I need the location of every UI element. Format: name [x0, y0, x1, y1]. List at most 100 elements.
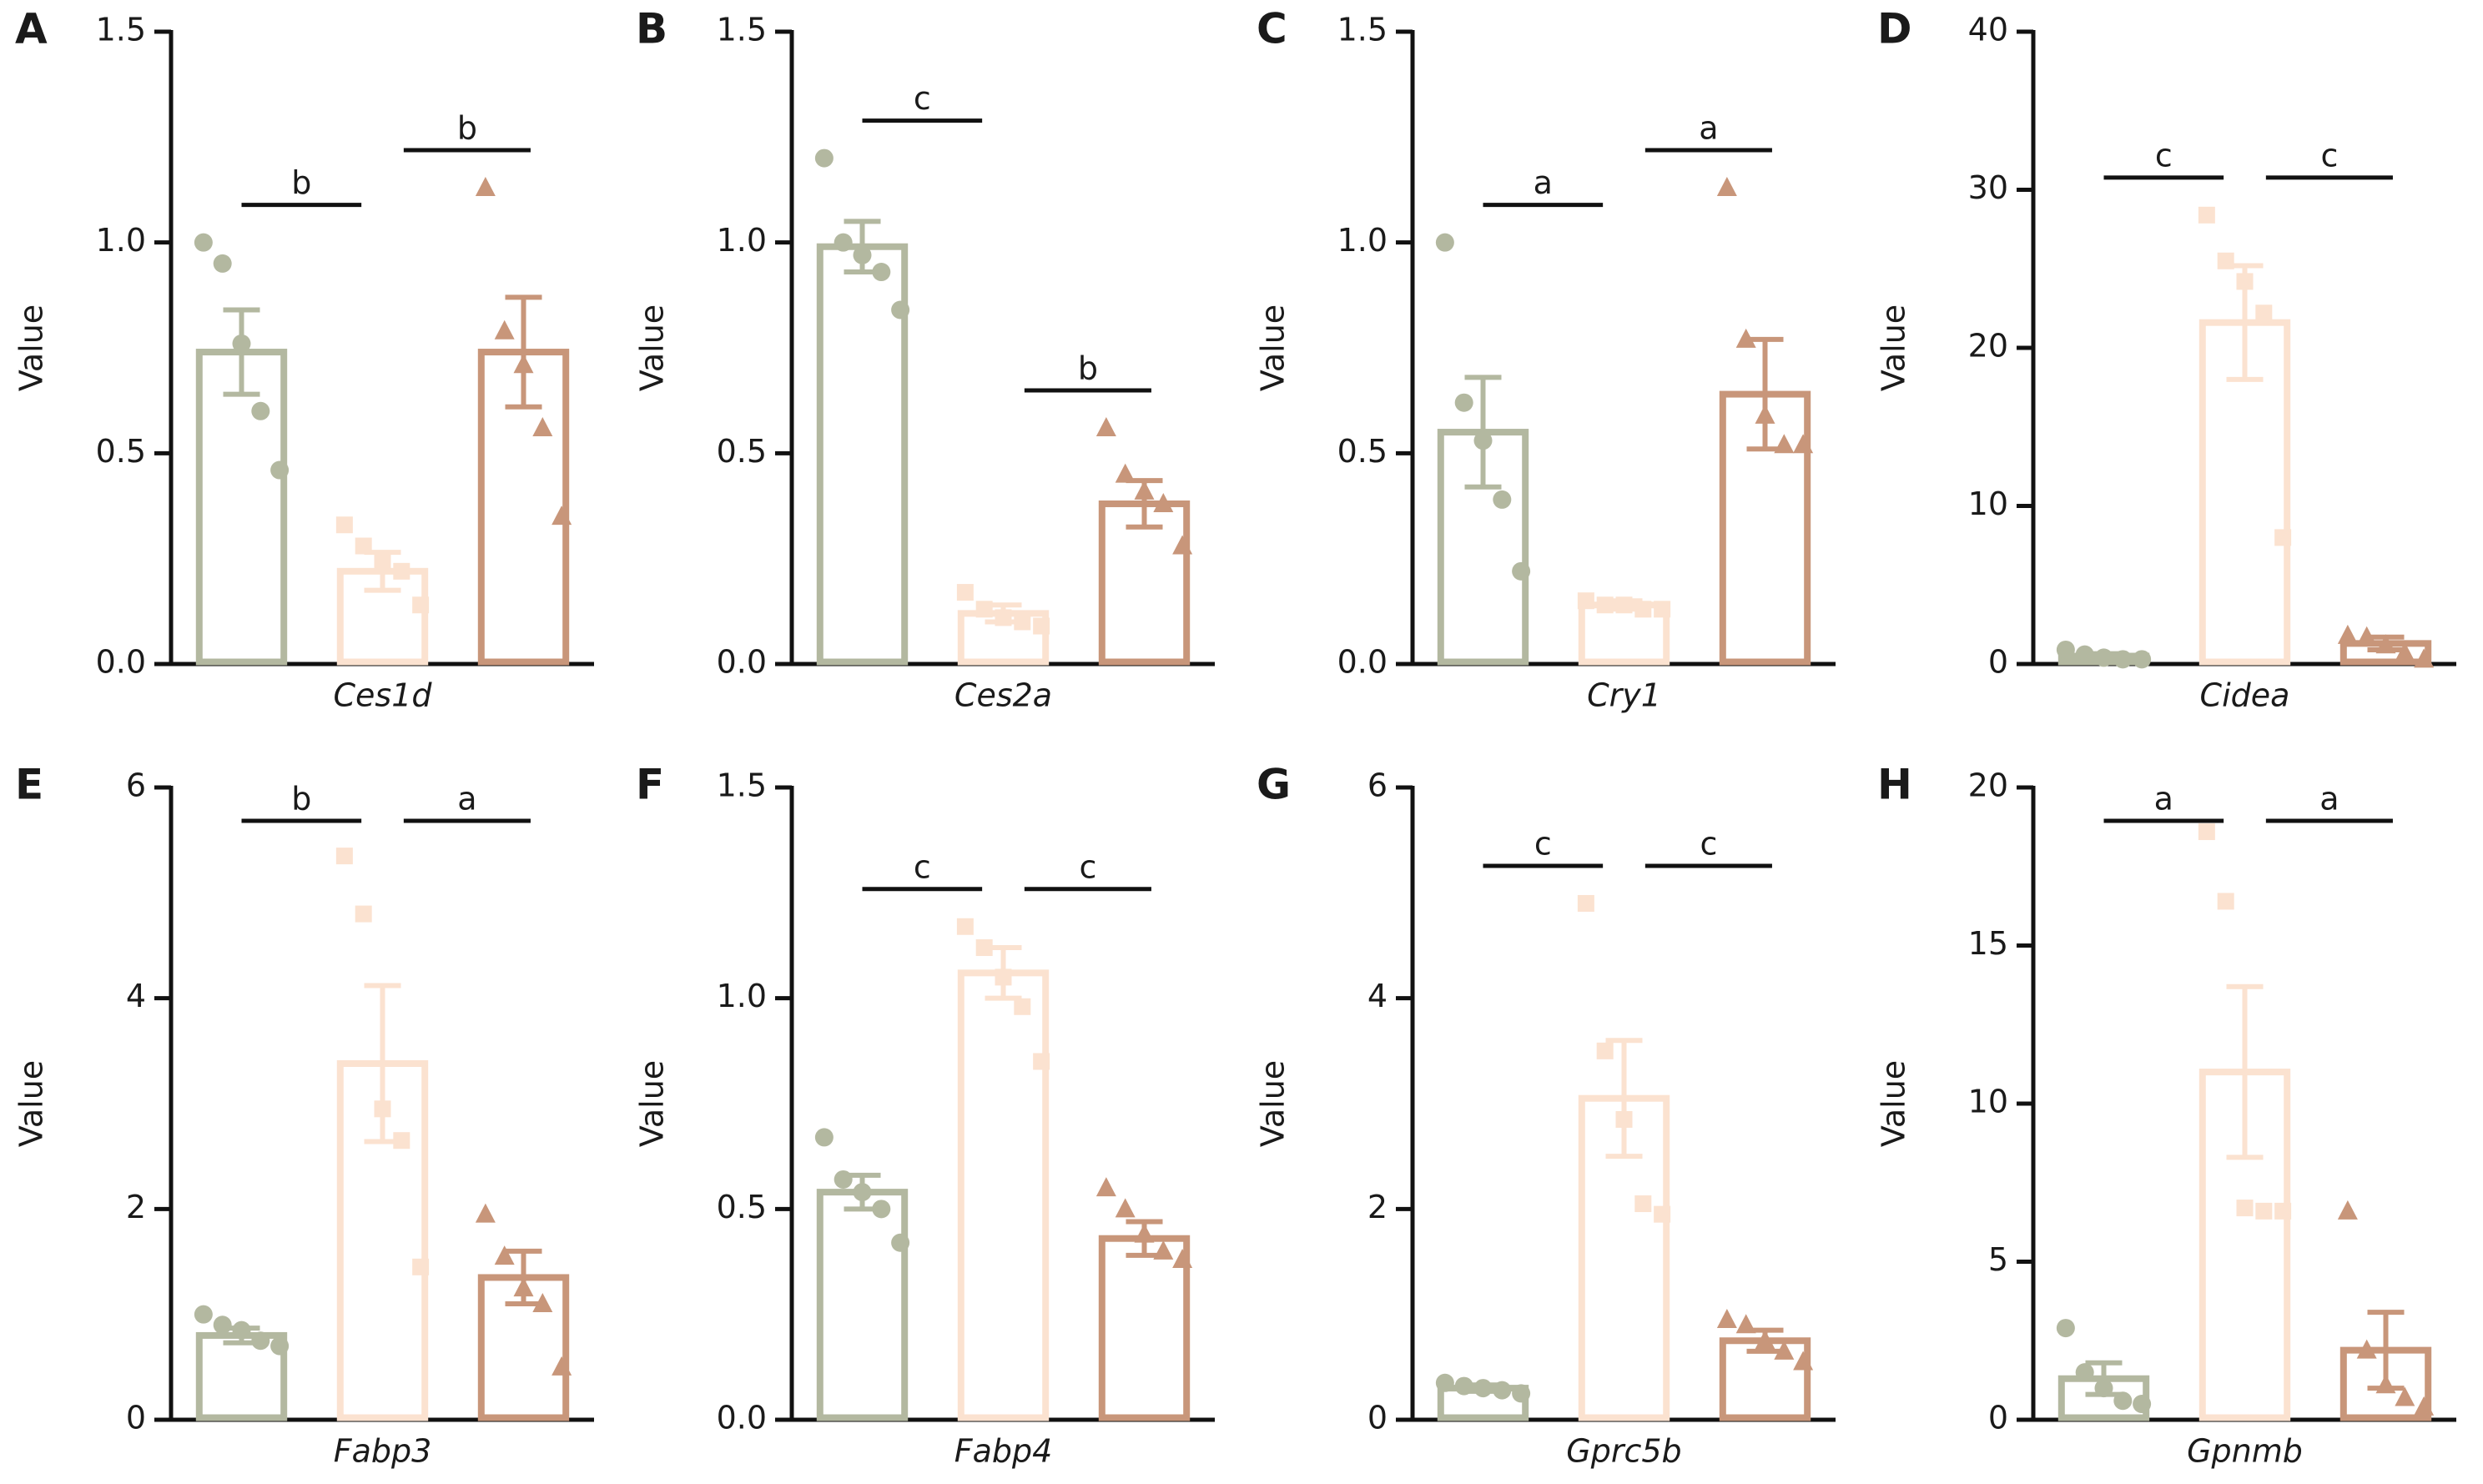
point	[1454, 1376, 1473, 1396]
point	[1774, 434, 1795, 454]
point	[1095, 417, 1116, 437]
significance-label: b	[457, 109, 477, 146]
y-tick-label: 6	[1367, 767, 1388, 804]
point	[2113, 650, 2133, 669]
point	[1596, 1042, 1614, 1059]
y-axis-label: Value	[1255, 1060, 1292, 1147]
point	[2414, 1396, 2435, 1416]
point	[2255, 1202, 2273, 1220]
error-bar	[2343, 1310, 2429, 1391]
panel-letter: F	[636, 761, 664, 809]
point	[2395, 1386, 2415, 1406]
point	[2274, 1202, 2292, 1220]
point	[213, 1315, 232, 1335]
panel: G Value Gprc5b 0 2 4 6 c c	[1255, 761, 1836, 1470]
point	[494, 1245, 515, 1265]
point	[1473, 1379, 1493, 1398]
error-bar	[2202, 983, 2288, 1160]
point	[251, 1331, 270, 1351]
point	[1115, 463, 1136, 483]
y-tick-label: 1.5	[717, 12, 767, 48]
point	[532, 1293, 553, 1313]
y-axis-label: Value	[634, 1060, 671, 1147]
y-axis-label: Value	[1876, 304, 1912, 391]
point	[475, 1203, 496, 1223]
point	[1153, 492, 1174, 512]
significance-label: b	[1078, 350, 1098, 387]
point	[1596, 596, 1614, 614]
point	[2337, 624, 2358, 644]
point	[1793, 434, 1814, 454]
point	[1435, 233, 1454, 252]
point	[1577, 592, 1594, 610]
point	[1115, 1198, 1136, 1218]
error-bar	[2061, 1360, 2147, 1397]
point	[1134, 480, 1155, 500]
x-axis-label: Ces1d	[333, 677, 432, 714]
y-tick-label: 1.0	[96, 222, 146, 259]
point	[1634, 601, 1652, 618]
error-bar	[340, 550, 426, 593]
point	[995, 609, 1012, 626]
point	[853, 1183, 872, 1202]
point	[194, 1305, 213, 1324]
point	[2133, 1395, 2152, 1414]
x-axis-label: Ces2a	[954, 677, 1052, 714]
y-tick-label: 2	[126, 1189, 146, 1225]
point	[2133, 650, 2152, 669]
y-tick-label: 0	[1988, 644, 2008, 681]
point	[2255, 304, 2273, 322]
x-axis-label: Gpnmb	[2187, 1433, 2303, 1470]
x-axis-label: Gprc5b	[1566, 1433, 1681, 1470]
panel-letter: H	[1877, 761, 1912, 809]
point	[834, 233, 853, 252]
error-bar	[1581, 1038, 1667, 1160]
point	[2274, 529, 2292, 546]
panel: E Value Fabp3 0 2 4 6 b a	[13, 761, 594, 1470]
point	[1095, 1177, 1116, 1197]
significance-label: c	[1534, 825, 1552, 862]
bar	[195, 349, 288, 666]
panel: H Value Gpnmb 0 5 10 15 20 a a	[1876, 761, 2456, 1470]
y-tick-label: 0.5	[96, 433, 146, 470]
point	[2356, 1339, 2377, 1359]
point	[1716, 176, 1737, 196]
x-axis-label: Cry1	[1587, 677, 1661, 714]
point	[2217, 893, 2234, 910]
y-tick-label: 10	[1968, 485, 2008, 522]
y-tick-label: 0.0	[96, 644, 146, 681]
point	[1735, 328, 1756, 348]
error-bar	[340, 983, 426, 1144]
point	[2356, 626, 2377, 646]
point	[355, 905, 372, 923]
y-tick-label: 0.5	[717, 433, 767, 470]
significance-label: a	[1534, 164, 1553, 201]
y-tick-label: 20	[1968, 767, 2008, 804]
significance-label: c	[914, 848, 931, 885]
point	[251, 401, 270, 420]
significance-label: c	[1700, 825, 1717, 862]
point	[853, 245, 872, 264]
error-bar	[2202, 263, 2288, 382]
point	[1014, 998, 1031, 1015]
y-tick-label: 1.5	[1337, 12, 1388, 48]
point	[2414, 648, 2435, 668]
panel-letter: A	[15, 5, 48, 53]
point	[2113, 1391, 2133, 1411]
panel: B Value Ces2a 0.0 0.5 1.0 1.5 c b	[634, 5, 1215, 714]
point	[1755, 1330, 1775, 1350]
point	[2395, 641, 2415, 662]
y-tick-label: 4	[126, 978, 146, 1014]
point	[1172, 1248, 1193, 1268]
point	[1716, 1308, 1737, 1328]
point	[2375, 634, 2396, 654]
point	[1654, 601, 1671, 618]
significance-label: c	[1079, 848, 1096, 885]
point	[2075, 645, 2094, 664]
y-axis-label: Value	[13, 1060, 50, 1147]
significance-label: c	[914, 80, 931, 117]
point	[2094, 1379, 2113, 1398]
point	[2056, 640, 2075, 659]
point	[2198, 823, 2215, 841]
